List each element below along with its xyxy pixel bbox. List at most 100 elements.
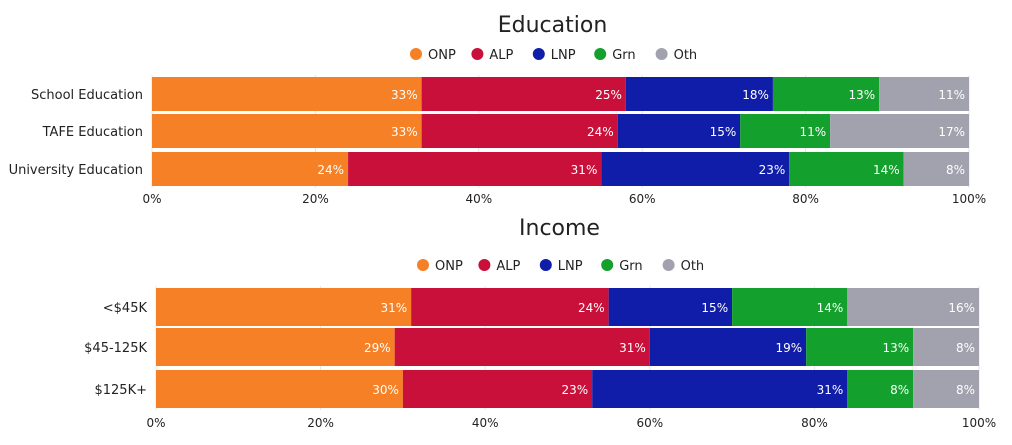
data-label: 31% bbox=[571, 163, 598, 177]
category-label: University Education bbox=[9, 163, 143, 178]
bar-segment-onp bbox=[156, 328, 395, 366]
x-tick-label: 20% bbox=[307, 416, 334, 430]
legend-marker-onp bbox=[417, 259, 429, 271]
data-label: 11% bbox=[938, 88, 965, 102]
x-tick-label: 80% bbox=[801, 416, 828, 430]
data-label: 8% bbox=[946, 163, 965, 177]
legend-marker-oth bbox=[655, 48, 668, 60]
data-label: 15% bbox=[710, 125, 737, 139]
x-tick-label: 40% bbox=[465, 192, 492, 206]
bar-segment-alp bbox=[402, 370, 593, 408]
data-label: 31% bbox=[619, 341, 646, 355]
data-label: 8% bbox=[956, 341, 975, 355]
data-label: 31% bbox=[380, 301, 407, 315]
data-label: 24% bbox=[578, 301, 605, 315]
data-label: 25% bbox=[595, 88, 622, 102]
bar-segment-onp bbox=[152, 114, 422, 148]
data-label: 14% bbox=[873, 163, 900, 177]
x-tick-label: 0% bbox=[142, 192, 161, 206]
legend-label-onp: ONP bbox=[435, 259, 463, 274]
legend-marker-grn bbox=[601, 259, 614, 271]
legend-marker-onp bbox=[410, 48, 422, 60]
x-tick-label: 100% bbox=[952, 192, 986, 206]
data-label: 30% bbox=[372, 383, 399, 397]
legend-label-lnp: LNP bbox=[551, 48, 576, 63]
data-label: 17% bbox=[938, 125, 965, 139]
data-label: 15% bbox=[701, 301, 728, 315]
bar-segment-lnp bbox=[601, 152, 790, 186]
bar-segment-grn bbox=[732, 288, 848, 326]
legend-label-grn: Grn bbox=[619, 259, 642, 274]
data-label: 29% bbox=[364, 341, 391, 355]
data-label: 33% bbox=[391, 125, 418, 139]
bar-segment-onp bbox=[152, 77, 422, 111]
data-label: 16% bbox=[948, 301, 975, 315]
data-label: 24% bbox=[317, 163, 344, 177]
legend-label-grn: Grn bbox=[612, 48, 635, 63]
data-label: 11% bbox=[799, 125, 826, 139]
legend-marker-alp bbox=[478, 259, 491, 271]
data-label: 18% bbox=[742, 88, 769, 102]
legend-label-oth: Oth bbox=[674, 48, 698, 63]
category-label: $45-125K bbox=[84, 341, 147, 356]
bar-segment-alp bbox=[348, 152, 602, 186]
legend-label-lnp: LNP bbox=[558, 259, 583, 274]
bar-segment-alp bbox=[421, 114, 618, 148]
bar-segment-lnp bbox=[625, 77, 773, 111]
chart-title-1: Income bbox=[519, 216, 600, 241]
bar-segment-alp bbox=[394, 328, 650, 366]
bar-segment-oth bbox=[913, 370, 979, 408]
bar-segment-lnp bbox=[649, 328, 807, 366]
bar-segment-oth bbox=[879, 77, 969, 111]
data-label: 24% bbox=[587, 125, 614, 139]
bar-segment-alp bbox=[411, 288, 609, 326]
chart-title-0: Education bbox=[498, 13, 608, 38]
x-tick-label: 60% bbox=[629, 192, 656, 206]
x-tick-label: 0% bbox=[146, 416, 165, 430]
category-label: $125K+ bbox=[94, 383, 147, 398]
x-tick-label: 80% bbox=[792, 192, 819, 206]
legend-label-alp: ALP bbox=[489, 48, 513, 63]
bar-segment-oth bbox=[903, 152, 969, 186]
legend-marker-alp bbox=[471, 48, 484, 60]
data-label: 13% bbox=[882, 341, 909, 355]
bar-segment-grn bbox=[772, 77, 880, 111]
x-tick-label: 20% bbox=[302, 192, 329, 206]
bar-segment-lnp bbox=[617, 114, 741, 148]
legend-label-onp: ONP bbox=[428, 48, 456, 63]
data-label: 23% bbox=[759, 163, 786, 177]
legend-marker-oth bbox=[662, 259, 675, 271]
category-label: <$45K bbox=[103, 301, 148, 316]
bar-segment-onp bbox=[156, 288, 412, 326]
legend-marker-lnp bbox=[532, 48, 545, 60]
data-label: 8% bbox=[956, 383, 975, 397]
data-label: 33% bbox=[391, 88, 418, 102]
data-label: 14% bbox=[817, 301, 844, 315]
bar-segment-grn bbox=[789, 152, 904, 186]
category-label: TAFE Education bbox=[42, 125, 143, 140]
bar-segment-alp bbox=[421, 77, 626, 111]
bar-segment-grn bbox=[806, 328, 914, 366]
x-tick-label: 60% bbox=[636, 416, 663, 430]
legend-marker-grn bbox=[594, 48, 607, 60]
category-label: School Education bbox=[31, 88, 143, 103]
data-label: 23% bbox=[562, 383, 589, 397]
bar-segment-onp bbox=[156, 370, 403, 408]
bar-segment-lnp bbox=[592, 370, 848, 408]
legend-label-oth: Oth bbox=[681, 259, 705, 274]
legend-marker-lnp bbox=[539, 259, 552, 271]
bar-segment-grn bbox=[740, 114, 831, 148]
bar-segment-oth bbox=[830, 114, 969, 148]
x-tick-label: 100% bbox=[962, 416, 996, 430]
data-label: 13% bbox=[848, 88, 875, 102]
bar-segment-oth bbox=[847, 288, 979, 326]
data-label: 31% bbox=[817, 383, 844, 397]
legend-label-alp: ALP bbox=[496, 259, 520, 274]
bar-segment-lnp bbox=[608, 288, 733, 326]
bar-segment-grn bbox=[847, 370, 914, 408]
data-label: 8% bbox=[890, 383, 909, 397]
bar-segment-oth bbox=[913, 328, 979, 366]
x-tick-label: 40% bbox=[472, 416, 499, 430]
